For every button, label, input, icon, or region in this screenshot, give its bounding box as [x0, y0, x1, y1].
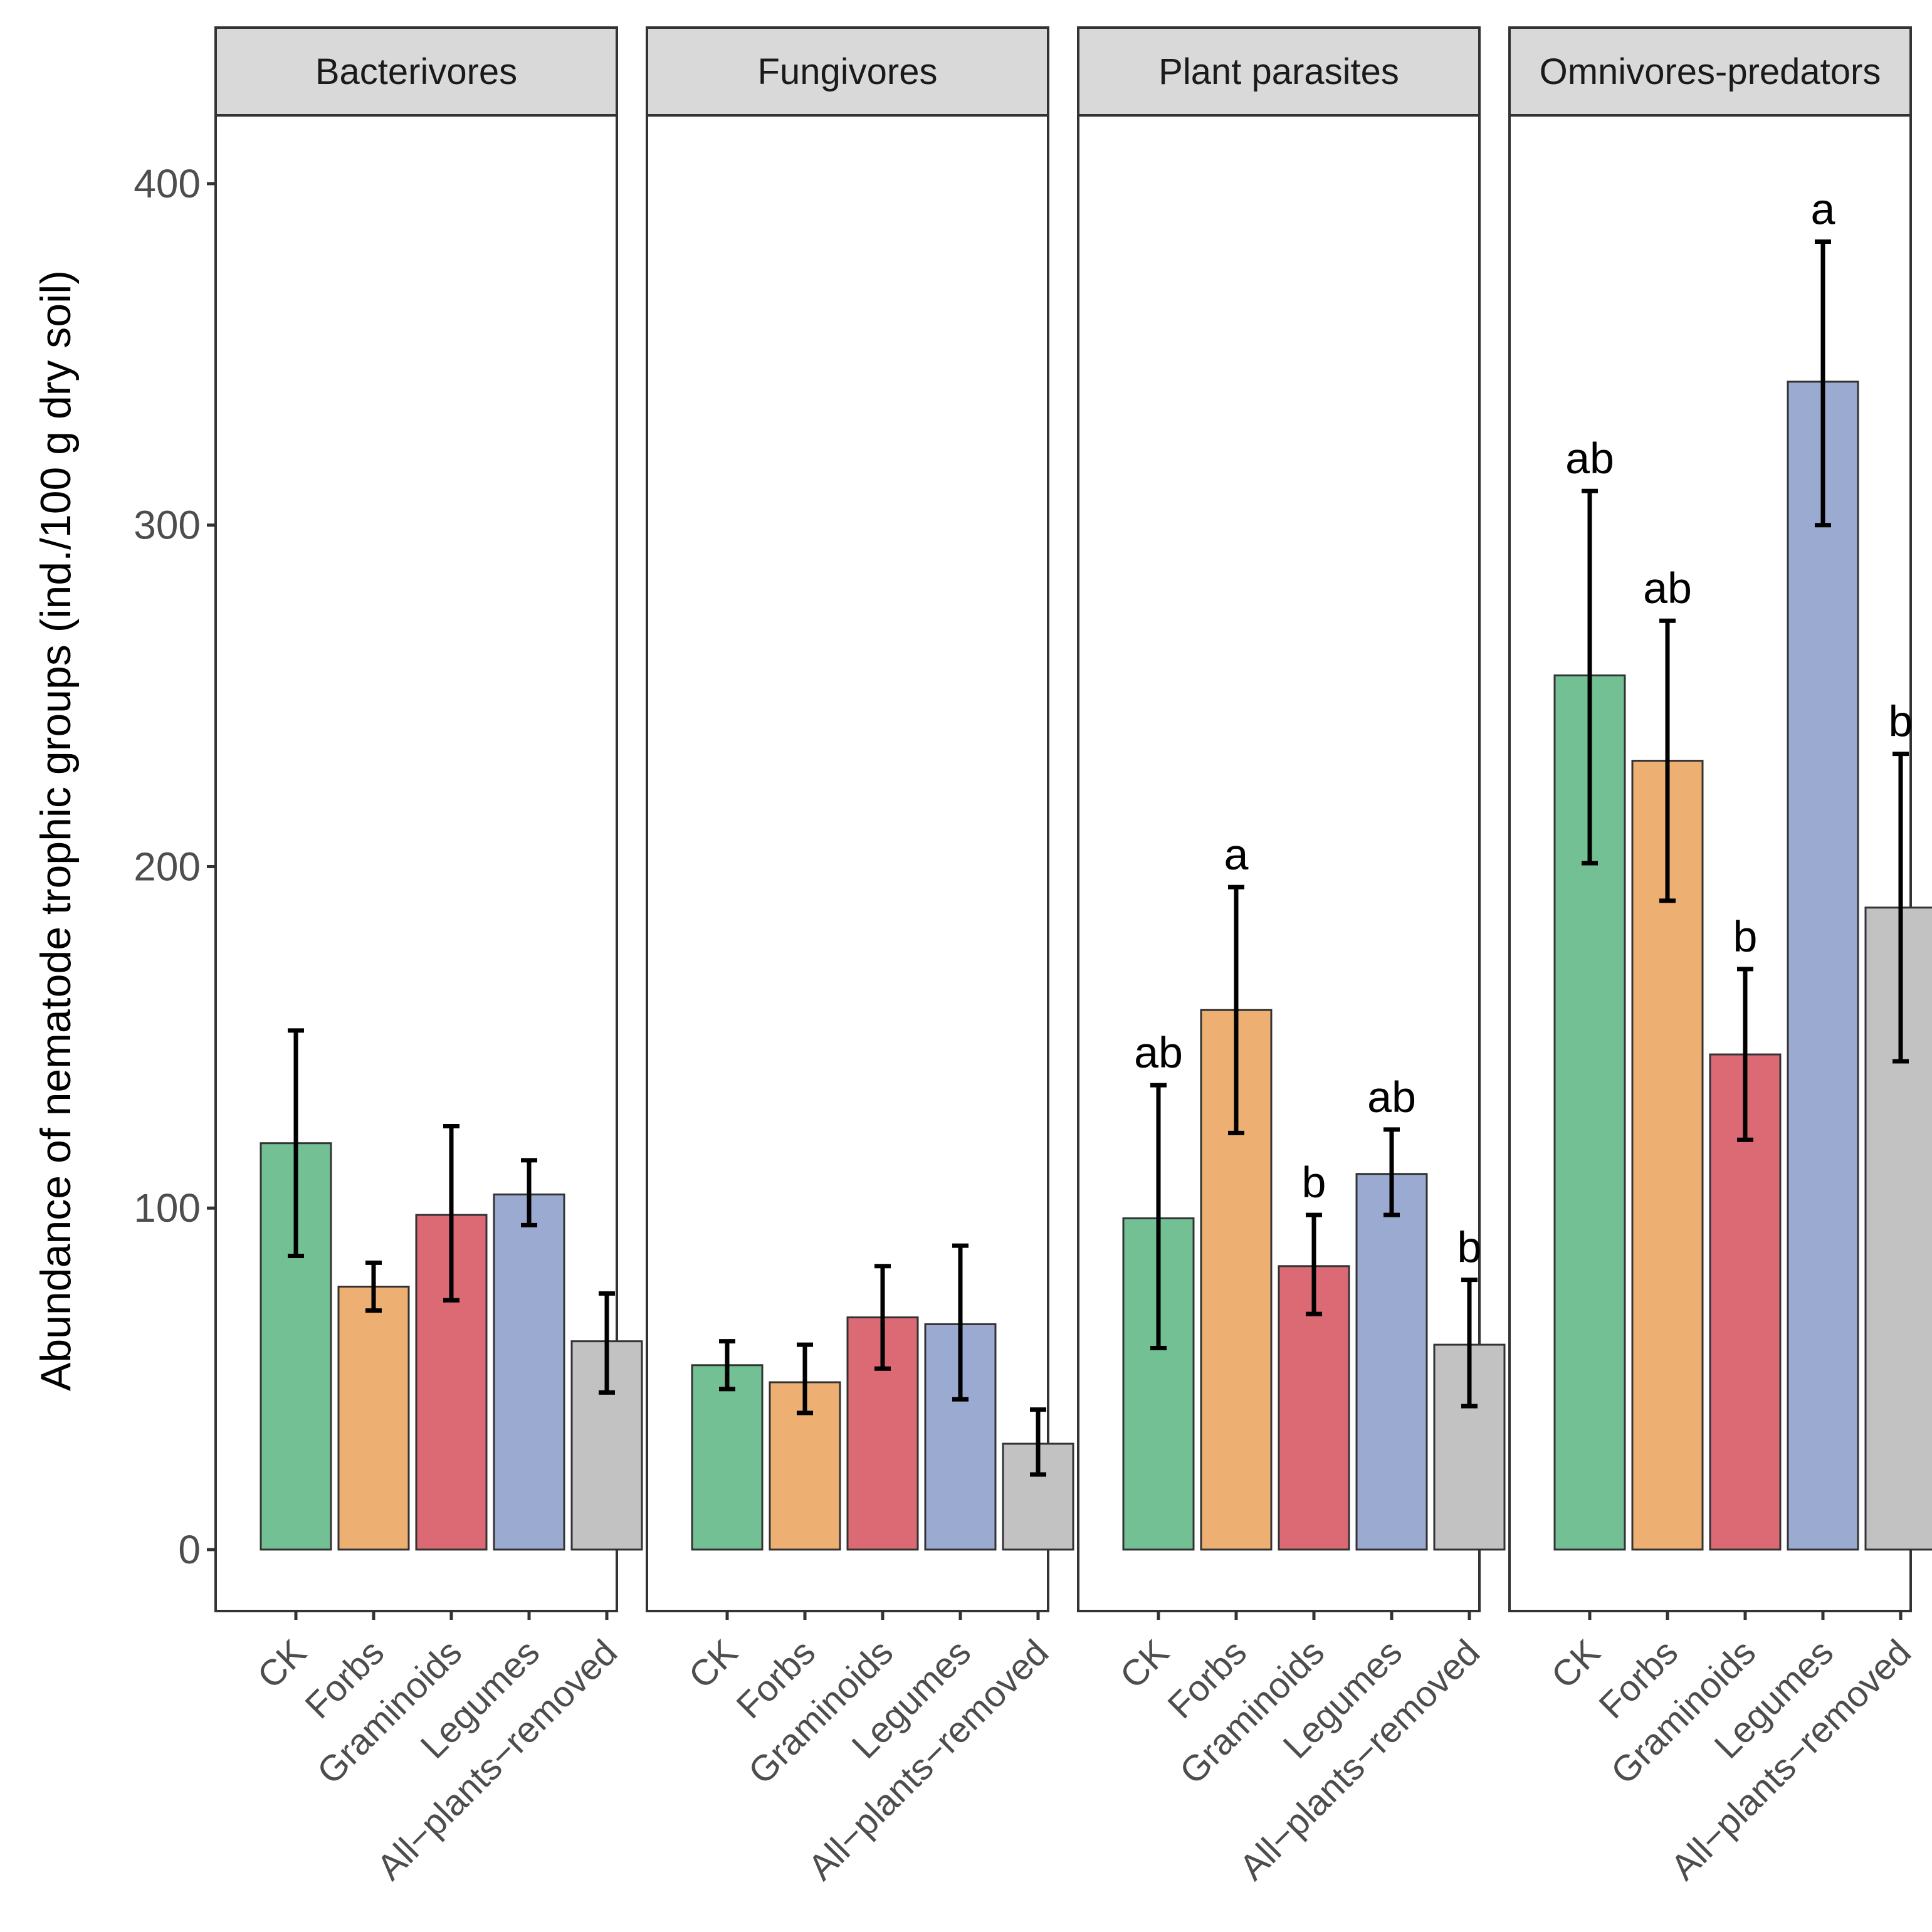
y-tick-label: 0 [178, 1527, 201, 1572]
bar [493, 1193, 565, 1551]
panels: 0100200300400BacterivoresCKForbsGraminoi… [134, 26, 1932, 1888]
panel-title: Plant parasites [1158, 51, 1399, 92]
x-tick-label: CK [681, 1632, 745, 1696]
panel-3: Plant parasitesabCKaForbsbGraminoidsabLe… [1077, 26, 1506, 1888]
panel-title: Bacterivores [315, 51, 517, 92]
panel-4: Omnivores-predatorsabCKabForbsbGraminoid… [1508, 26, 1932, 1888]
y-tick-label: 400 [134, 161, 201, 206]
panel-title: Omnivores-predators [1540, 51, 1881, 92]
significance-letter: a [1224, 830, 1249, 879]
panel-strip [646, 26, 1049, 117]
panel-title: Fungivores [758, 51, 938, 92]
x-tick-label: CK [249, 1632, 314, 1696]
panel-1: BacterivoresCKForbsGraminoidsLegumesAll−… [214, 26, 643, 1888]
y-tick-label: 200 [134, 844, 201, 889]
panel-2: FungivoresCKForbsGraminoidsLegumesAll−pl… [646, 26, 1074, 1888]
bar [691, 1364, 764, 1551]
significance-letter: ab [1565, 434, 1614, 483]
panel-strip [214, 26, 618, 117]
panel-strip [1508, 26, 1912, 117]
significance-letter: b [1302, 1158, 1326, 1207]
bar [337, 1285, 410, 1551]
bar [1355, 1173, 1428, 1551]
panel-strip [1077, 26, 1481, 117]
significance-letter: a [1811, 185, 1835, 234]
significance-letter: b [1457, 1223, 1482, 1272]
significance-letter: ab [1643, 564, 1692, 612]
significance-letter: ab [1134, 1028, 1183, 1077]
x-tick-label: CK [1112, 1632, 1177, 1696]
y-tick-label: 100 [134, 1185, 201, 1231]
significance-letter: ab [1367, 1073, 1416, 1121]
y-axis-label: Abundance of nematode trophic groups (in… [32, 270, 80, 1391]
bar [1787, 381, 1859, 1551]
bar [1631, 760, 1704, 1551]
significance-letter: b [1889, 697, 1913, 746]
significance-letter: b [1733, 912, 1758, 961]
y-tick-label: 300 [134, 503, 201, 548]
x-tick-label: CK [1543, 1632, 1608, 1696]
